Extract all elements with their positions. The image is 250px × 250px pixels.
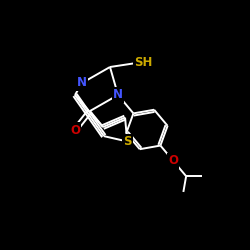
Text: O: O [70,124,80,136]
Text: O: O [168,154,178,168]
Text: N: N [113,88,123,102]
Text: N: N [77,76,87,90]
Text: S: S [123,135,132,148]
Text: SH: SH [134,56,152,68]
